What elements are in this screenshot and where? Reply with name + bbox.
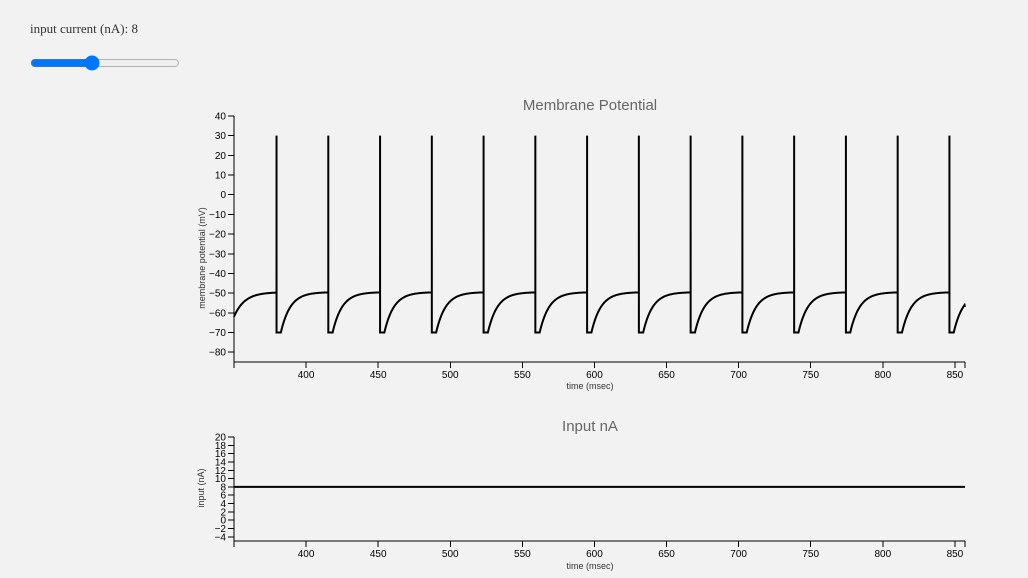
y-tick-label: −30: [209, 249, 226, 260]
x-tick-label: 400: [298, 549, 315, 560]
x-axis-title: time (msec): [567, 561, 614, 571]
y-tick-label: 16: [215, 449, 227, 460]
y-tick-label: −4: [215, 532, 227, 543]
x-tick-label: 500: [442, 549, 459, 560]
x-axis: 400 450 500 550 600 650 700 750 800 850: [233, 540, 966, 560]
chart-title: Input nA: [562, 418, 618, 435]
x-tick-label: 600: [586, 549, 603, 560]
x-tick-label: 700: [730, 370, 747, 381]
y-tick-label: 12: [215, 466, 227, 477]
input-current-slider[interactable]: [30, 55, 180, 71]
y-tick-label: 20: [215, 433, 227, 444]
input-current-chart: Input nA time (msec) input (nA) 20181614…: [196, 418, 966, 571]
chart-title: Membrane Potential: [523, 97, 657, 114]
x-tick-label: 750: [802, 549, 819, 560]
x-tick-label: 550: [514, 370, 531, 381]
x-tick-label: 650: [658, 370, 675, 381]
y-tick-label: 20: [215, 151, 227, 162]
y-tick-label: 18: [215, 441, 227, 452]
y-tick-label: 0: [220, 516, 226, 527]
x-tick-label: 850: [947, 549, 964, 560]
y-tick-label: −20: [209, 230, 226, 241]
slider-label: input current (nA): 8: [30, 21, 138, 36]
membrane-potential-chart: Membrane Potential time (msec) membrane …: [197, 97, 966, 391]
y-tick-label: 8: [220, 482, 226, 493]
x-axis-title: time (msec): [567, 381, 614, 391]
y-tick-label: −50: [209, 289, 226, 300]
y-tick-label: 10: [215, 474, 227, 485]
y-tick-label: −80: [209, 348, 226, 359]
y-tick-label: 0: [220, 190, 226, 201]
x-tick-label: 600: [586, 370, 603, 381]
y-tick-label: 2: [220, 507, 226, 518]
y-tick-label: 30: [215, 131, 227, 142]
y-axis: 40 30 20 10 0 −10 −20 −30 −40 −50 −60 −70 −80: [209, 112, 235, 362]
x-tick-label: 850: [947, 370, 964, 381]
y-tick-label: −10: [209, 210, 226, 221]
slider-label-prefix: input current (nA):: [30, 21, 132, 36]
x-tick-label: 800: [874, 370, 891, 381]
x-tick-label: 500: [442, 370, 459, 381]
x-tick-label: 400: [298, 370, 315, 381]
y-tick-label: 14: [215, 457, 227, 468]
y-axis-title: membrane potential (mV): [197, 207, 207, 309]
x-tick-label: 550: [514, 549, 531, 560]
slider-control: input current (nA): 8: [30, 20, 138, 38]
y-tick-label: 4: [220, 499, 226, 510]
x-axis: 400 450 500 550 600 650 700 750 800 850: [233, 361, 966, 381]
x-tick-label: 800: [874, 549, 891, 560]
series-line: [233, 135, 966, 334]
x-tick-label: 450: [370, 549, 387, 560]
y-tick-label: 6: [220, 491, 226, 502]
x-tick-label: 750: [802, 370, 819, 381]
x-tick-label: 700: [730, 549, 747, 560]
x-tick-label: 650: [658, 549, 675, 560]
y-tick-label: −70: [209, 328, 226, 339]
x-tick-label: 450: [370, 370, 387, 381]
y-tick-label: −2: [215, 524, 227, 535]
slider-value-readout: 8: [131, 21, 138, 36]
y-tick-label: −40: [209, 269, 226, 280]
y-tick-label: −60: [209, 308, 226, 319]
y-tick-label: 10: [215, 171, 227, 182]
y-tick-label: 40: [215, 112, 227, 123]
y-axis-title: input (nA): [196, 468, 206, 507]
